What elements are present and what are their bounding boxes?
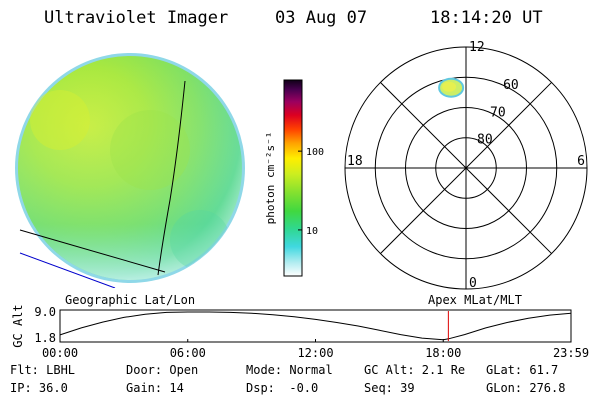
- time-label: 18:14:20 UT: [430, 8, 543, 28]
- x-tick-label: 00:00: [42, 346, 78, 358]
- mlt-label-0: 0: [469, 276, 477, 291]
- mlt-label-12: 12: [469, 40, 485, 55]
- glon-value: GLon: 276.8: [486, 381, 566, 395]
- mlat-label-70: 70: [490, 105, 506, 120]
- dsp-value: Dsp: -0.0: [246, 381, 319, 395]
- globe-shading: [18, 56, 242, 280]
- colorbar-gradient: [283, 79, 303, 277]
- header: Ultraviolet Imager 03 Aug 07 18:14:20 UT: [0, 0, 600, 34]
- y-tick-label-bottom: 1.8: [34, 331, 56, 345]
- footer-row-2: IP: 36.0 Gain: 14 Dsp: -0.0 Seq: 39 GLon…: [0, 381, 600, 399]
- y-axis-label: GC Alt: [11, 304, 25, 347]
- filter-value: Flt: LBHL: [10, 363, 76, 377]
- globe-latitude-line: [19, 229, 166, 273]
- auroral-patch-core: [442, 81, 457, 92]
- footer-row-1: Flt: LBHL Door: Open Mode: Normal GC Alt…: [0, 363, 600, 381]
- date-label: 03 Aug 07: [275, 8, 368, 28]
- mlt-label-18: 18: [347, 154, 363, 169]
- colorbar-tick-label: 10: [306, 226, 318, 237]
- globe-longitude-line: [157, 80, 186, 276]
- door-value: Door: Open: [126, 363, 199, 377]
- uv-image-globe: [15, 53, 245, 288]
- geographic-label: Geographic Lat/Lon: [65, 293, 195, 307]
- gc-alt-value: GC Alt: 2.1 Re: [364, 363, 466, 377]
- mlat-label-80: 80: [477, 133, 493, 148]
- status-footer: Flt: LBHL Door: Open Mode: Normal GC Alt…: [0, 360, 600, 400]
- colorbar-unit-label: photon cm⁻²s⁻¹: [264, 132, 277, 225]
- gain-value: Gain: 14: [126, 381, 184, 395]
- x-tick-label: 23:59: [553, 346, 589, 358]
- ip-value: IP: 36.0: [10, 381, 68, 395]
- mlt-spoke: [380, 82, 552, 254]
- glat-value: GLat: 61.7: [486, 363, 559, 377]
- mode-value: Mode: Normal: [246, 363, 333, 377]
- colorbar-tick-label: 100: [306, 147, 324, 158]
- x-tick-label: 18:00: [425, 346, 461, 358]
- x-tick-label: 06:00: [170, 346, 206, 358]
- mlat-label-60: 60: [503, 78, 519, 93]
- altitude-timeline-plot: Geographic Lat/Lon Apex MLat/MLT GC Alt …: [11, 293, 589, 358]
- globe-terminator-line: [19, 252, 116, 288]
- mlt-label-6: 6: [577, 154, 585, 169]
- colorbar: 10 100 photon cm⁻²s⁻¹: [264, 79, 324, 277]
- altitude-series-line: [59, 311, 572, 341]
- x-tick-label: 12:00: [297, 346, 333, 358]
- apex-label: Apex MLat/MLT: [428, 293, 522, 307]
- instrument-title: Ultraviolet Imager: [44, 8, 229, 28]
- y-tick-label-top: 9.0: [34, 305, 56, 319]
- seq-value: Seq: 39: [364, 381, 415, 395]
